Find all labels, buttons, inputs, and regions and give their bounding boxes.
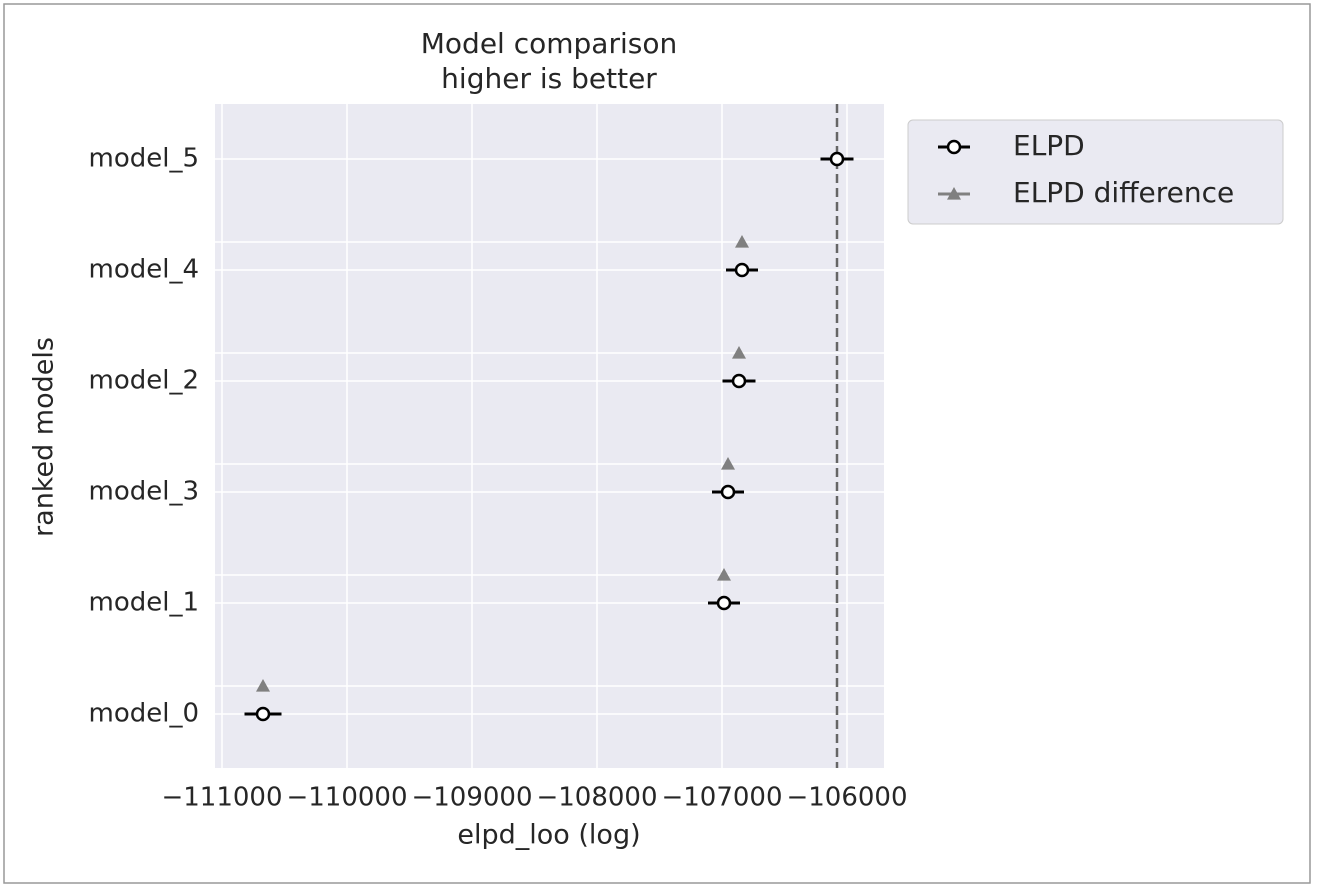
y-tick-label: model_4 bbox=[89, 255, 200, 285]
y-tick-label: model_1 bbox=[89, 588, 200, 618]
plot-marks bbox=[215, 104, 884, 768]
y-tick-label: model_3 bbox=[89, 477, 200, 507]
legend-marker bbox=[947, 187, 961, 200]
x-tick-label: −111000 bbox=[161, 783, 282, 813]
elpd-marker bbox=[829, 151, 845, 167]
x-tick-label: −109000 bbox=[411, 783, 532, 813]
y-tick-label: model_0 bbox=[89, 699, 200, 729]
legend-label: ELPD bbox=[1013, 129, 1085, 162]
chart-title: Model comparison bbox=[421, 27, 677, 60]
elpd-marker bbox=[716, 595, 732, 611]
diff-marker bbox=[732, 346, 746, 359]
legend-marker bbox=[946, 139, 962, 155]
legend: ELPD ELPD difference bbox=[907, 119, 1284, 225]
x-tick-label: −106000 bbox=[786, 783, 907, 813]
elpd-marker bbox=[720, 484, 736, 500]
x-tick-label: −107000 bbox=[661, 783, 782, 813]
y-axis-label: ranked models bbox=[29, 337, 60, 537]
diff-marker bbox=[717, 568, 731, 581]
elpd-marker bbox=[731, 373, 747, 389]
x-tick-label: −108000 bbox=[536, 783, 657, 813]
diff-marker bbox=[256, 679, 270, 692]
legend-label: ELPD difference bbox=[1013, 176, 1234, 209]
y-tick-label: model_2 bbox=[89, 366, 200, 396]
diff-marker bbox=[735, 235, 749, 248]
legend-box bbox=[907, 119, 1284, 225]
elpd-marker bbox=[734, 262, 750, 278]
diff-marker bbox=[721, 457, 735, 470]
chart-subtitle: higher is better bbox=[441, 62, 657, 95]
plot-area bbox=[215, 104, 884, 768]
elpd-marker bbox=[255, 706, 271, 722]
y-tick-label: model_5 bbox=[89, 144, 200, 174]
x-tick-label: −110000 bbox=[286, 783, 407, 813]
x-axis-label: elpd_loo (log) bbox=[457, 820, 640, 851]
